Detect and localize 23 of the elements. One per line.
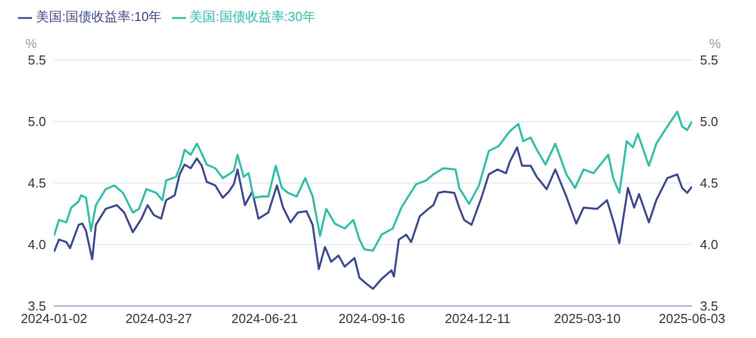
y-tick-label: 3.5 bbox=[28, 298, 46, 314]
line-series bbox=[54, 110, 692, 252]
x-tick-label: 2024-06-21 bbox=[231, 311, 298, 326]
line-series bbox=[54, 146, 692, 290]
y2-tick-label: 3.5 bbox=[700, 298, 718, 314]
x-tick-label: 2024-12-11 bbox=[444, 311, 510, 326]
y-axis-title: % bbox=[25, 36, 38, 51]
x-tick-label: 2024-03-27 bbox=[125, 311, 192, 326]
y2-tick-label: 4.0 bbox=[700, 237, 718, 252]
y2-tick-label: 5.5 bbox=[700, 52, 718, 68]
legend-label: 美国:国债收益率:10年 bbox=[36, 9, 162, 24]
y-tick-label: 4.0 bbox=[28, 237, 46, 252]
x-tick-label: 2024-09-16 bbox=[338, 311, 406, 326]
x-tick-label: 2025-06-03 bbox=[658, 311, 726, 326]
x-tick-label: 2025-03-10 bbox=[554, 311, 621, 326]
y-tick-label: 5.5 bbox=[28, 52, 46, 68]
y2-tick-label: 5.0 bbox=[700, 114, 718, 130]
y2-tick-label: 4.5 bbox=[700, 176, 718, 191]
y-tick-label: 5.0 bbox=[28, 114, 46, 130]
x-tick-label: 2024-01-02 bbox=[20, 311, 88, 326]
y2-axis-title: % bbox=[709, 36, 722, 51]
y-tick-label: 4.5 bbox=[28, 176, 46, 191]
legend-label: 美国:国债收益率:30年 bbox=[190, 9, 316, 24]
